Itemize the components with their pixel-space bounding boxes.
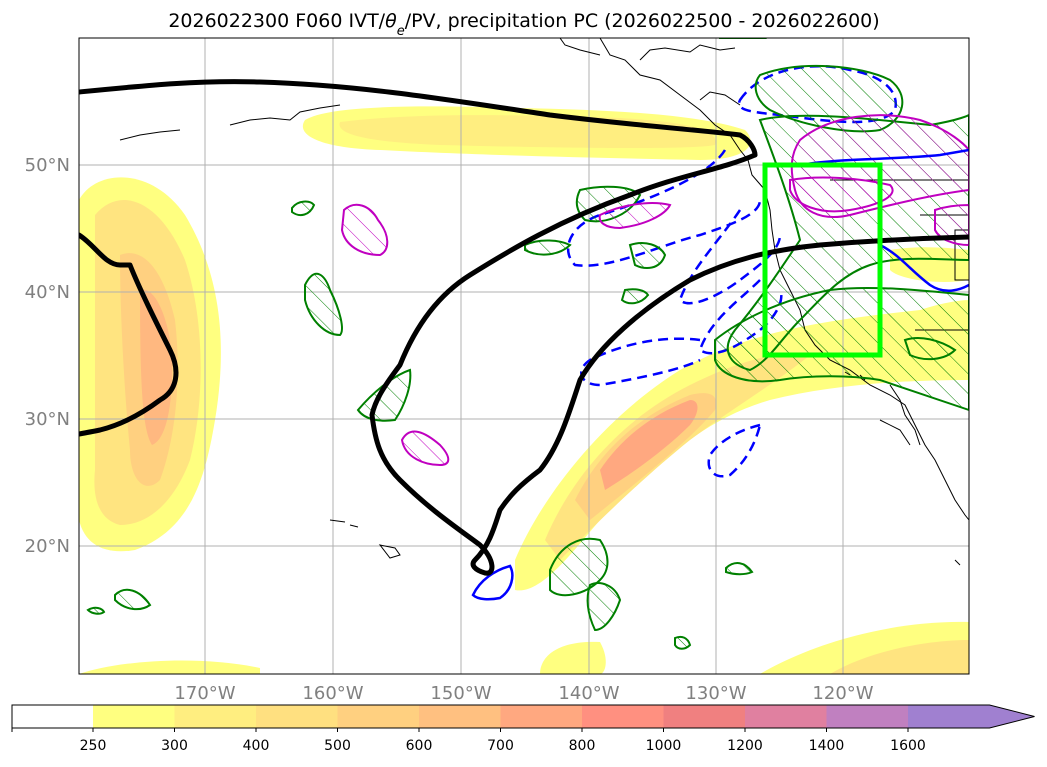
colorbar-segment — [419, 705, 501, 728]
longitude-labels: 170°W 160°W 150°W 140°W 130°W 120°W — [174, 683, 873, 704]
lat-label-20: 20°N — [25, 536, 70, 557]
colorbar-segment — [500, 705, 582, 728]
colorbar-tick-label: 1000 — [646, 738, 682, 754]
latitude-labels: 50°N 40°N 30°N 20°N — [25, 155, 70, 557]
colorbar-segment — [745, 705, 827, 728]
colorbar-outline — [11, 704, 1035, 729]
colorbar-tick-label: 700 — [487, 738, 514, 754]
lat-label-50: 50°N — [25, 155, 70, 176]
lon-label-150w: 150°W — [430, 683, 491, 704]
figure-title: 2026022300 F060 IVT/θe/PV, precipitation… — [168, 10, 879, 39]
colorbar-tick-label: 250 — [80, 738, 107, 754]
lon-label-130w: 130°W — [685, 683, 746, 704]
map-panel — [79, 38, 969, 674]
map-frame — [78, 37, 970, 675]
colorbar-segment — [174, 705, 256, 728]
lon-label-120w: 120°W — [812, 683, 873, 704]
colorbar-tick-label: 1400 — [809, 738, 845, 754]
theta-e-contours — [79, 79, 969, 576]
colorbar-segment — [663, 705, 745, 728]
colorbar-segment — [337, 705, 419, 728]
lon-label-140w: 140°W — [558, 683, 619, 704]
colorbar-tick-label: 800 — [569, 738, 596, 754]
colorbar-segment — [256, 705, 338, 728]
colorbar-segment-below — [12, 705, 93, 728]
colorbar-tick-label: 600 — [406, 738, 433, 754]
colorbar-tick-label: 300 — [161, 738, 188, 754]
lon-label-170w: 170°W — [174, 683, 235, 704]
colorbar-tick-label: 1600 — [890, 738, 926, 754]
colorbar-tick-label: 1200 — [727, 738, 763, 754]
colorbar-segment — [908, 705, 1035, 728]
colorbar-segment — [93, 705, 175, 728]
colorbar-segment — [582, 705, 664, 728]
colorbar-segment — [826, 705, 908, 728]
lat-label-30: 30°N — [25, 409, 70, 430]
lat-label-40: 40°N — [25, 282, 70, 303]
target-region-box — [762, 162, 883, 358]
lon-label-160w: 160°W — [302, 683, 363, 704]
colorbar: 250 300 400 500 600 700 800 1000 1200 1400 1600 — [11, 704, 1035, 754]
colorbar-tick-label: 500 — [324, 738, 351, 754]
colorbar-tick-label: 400 — [243, 738, 270, 754]
